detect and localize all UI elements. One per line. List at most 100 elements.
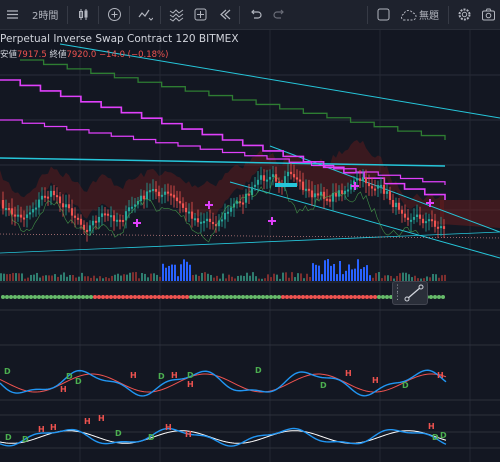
divergence-marker: D [148,433,155,442]
trend-line-icon[interactable] [402,283,426,303]
candle-body [151,189,155,192]
volume-bar [378,272,380,281]
volume-bar [117,273,119,281]
interval-selector[interactable]: 2時間 [32,11,59,22]
candle-body [145,191,149,200]
layout-save-button[interactable]: 無題 [395,0,445,30]
volume-bar [231,276,233,281]
symbol-title[interactable]: Perpetual Inverse Swap Contract 120 BITM… [0,33,239,45]
alert-icon[interactable] [188,0,212,30]
high-signal-marker: H [372,376,379,385]
candle-body [322,191,326,199]
floating-drawing-toolbar[interactable]: ⋮ ⋮ [392,281,428,305]
volume-bar [357,259,359,281]
templates-icon[interactable] [164,0,188,30]
menu-icon[interactable] [0,0,24,30]
momentum-dot [29,295,33,299]
camera-icon[interactable] [476,0,500,30]
candle-body [346,189,350,192]
volume-bar [267,274,269,281]
candle-body [259,175,263,180]
candle-body [250,186,254,196]
volume-bar [36,272,38,281]
candle-body [34,207,38,210]
momentum-dot [233,295,237,299]
volume-bar [255,276,257,281]
volume-bar [45,275,47,281]
settings-icon[interactable] [452,0,476,30]
candle-body [127,207,131,212]
candle-body [202,221,206,224]
momentum-dot [289,295,293,299]
redo-icon[interactable] [267,0,291,30]
candle-body [256,179,260,185]
layout-title: 無題 [419,11,439,22]
candle-style-icon[interactable] [71,0,95,30]
candle-body [13,214,17,217]
volume-bar [9,274,11,281]
candle-body [166,191,170,194]
momentum-dot [229,295,233,299]
momentum-dot [349,295,353,299]
volume-bar [315,264,317,281]
candle-body [409,219,413,222]
add-compare-icon[interactable] [102,0,126,30]
toolbar-divider [129,5,131,24]
volume-bar [306,273,308,281]
momentum-dot [161,295,165,299]
candle-body [388,191,392,200]
volume-bar [351,269,353,281]
momentum-dot [305,295,309,299]
candle-body [55,195,59,198]
candle-body [211,221,215,225]
volume-bar [252,272,254,281]
volume-bar [234,278,236,281]
high-signal-marker: H [50,423,57,432]
drag-handle[interactable]: ⋮ ⋮ [393,284,402,302]
candle-body [112,215,116,222]
volume-bar [399,273,401,281]
high-signal-marker: H [38,425,45,434]
volume-bar [78,276,80,281]
momentum-dot [237,295,241,299]
baseline-line [0,79,446,200]
volume-bar [432,273,434,281]
high-signal-marker: H [428,422,435,431]
candle-body [319,191,323,196]
volume-bar [99,276,101,281]
lagging-span [9,175,419,243]
candle-body [325,198,329,201]
undo-icon[interactable] [243,0,267,30]
volume-bar [321,274,323,281]
momentum-dot [73,295,77,299]
momentum-dot [177,295,181,299]
candle-body [214,224,218,227]
candle-body [235,201,239,204]
volume-bar [414,275,416,281]
toolbar-right-group: 無題 [364,0,500,30]
cloud-icon [400,9,417,21]
replay-icon[interactable] [212,0,236,30]
divergence-marker: D [115,429,122,438]
candle-body [433,220,437,227]
indicators-icon[interactable] [133,0,157,30]
momentum-dot [273,295,277,299]
fullscreen-icon[interactable] [371,0,395,30]
momentum-dot [25,295,29,299]
candle-body [88,225,92,232]
trend-line [229,181,500,259]
candle-body [94,220,98,223]
candle-body [406,217,410,220]
volume-bar [273,273,275,281]
candle-body [82,224,86,230]
candle-body [424,221,428,224]
candle-body [310,190,314,198]
volume-bar [258,278,260,281]
volume-bar [108,278,110,281]
divergence-marker: D [158,372,165,381]
momentum-dot [361,295,365,299]
ohlc-legend: 安値7917.5 終値7920.0 −14.0 (−0.18%) [0,48,168,60]
candle-body [208,218,212,222]
